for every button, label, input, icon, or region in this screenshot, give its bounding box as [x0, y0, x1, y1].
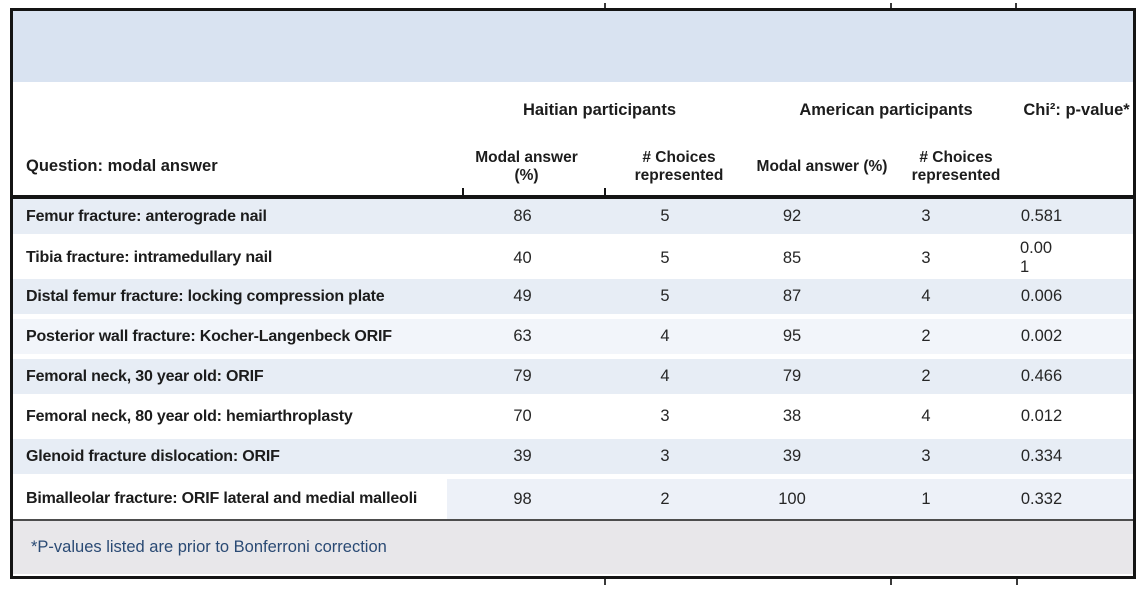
- column-tick: [462, 188, 464, 197]
- haitian-choices-cell: 5: [660, 287, 670, 305]
- footnote-separator-rule: [13, 519, 1133, 521]
- american-choices-cell: 3: [921, 248, 931, 267]
- american-modal-cell: 79: [782, 367, 802, 385]
- haitian-choices-cell: 5: [660, 248, 670, 267]
- column-tick: [1015, 3, 1017, 9]
- american-modal-cell: 38: [782, 407, 802, 425]
- table-body: Femur fracture: anterograde nail 86 5 92…: [13, 199, 1133, 519]
- haitian-modal-cell: 86: [513, 207, 532, 225]
- column-tick: [604, 3, 606, 9]
- american-modal-cell: 95: [782, 327, 802, 345]
- table-row: Femur fracture: anterograde nail 86 5 92…: [13, 199, 1133, 239]
- p-value-cell: 0.332: [1020, 489, 1063, 508]
- american-choices-cell: 3: [921, 447, 931, 465]
- p-value-cell: 0.002: [1020, 327, 1063, 345]
- footnote-band: *P-values listed are prior to Bonferroni…: [13, 521, 1133, 574]
- question-cell: Bimalleolar fracture: ORIF lateral and m…: [13, 479, 447, 519]
- table-row: Femoral neck, 30 year old: ORIF 79 4 79 …: [13, 359, 1133, 399]
- table-row: Distal femur fracture: locking compressi…: [13, 279, 1133, 319]
- american-choices-cell: 2: [921, 327, 931, 345]
- header-question: Question: modal answer: [26, 157, 218, 176]
- question-cell: Tibia fracture: intramedullary nail: [26, 249, 273, 266]
- haitian-modal-cell: 39: [513, 447, 532, 465]
- group-header-haitian: Haitian participants: [522, 100, 677, 119]
- haitian-modal-cell: 49: [513, 287, 532, 305]
- question-cell: Femur fracture: anterograde nail: [26, 207, 267, 225]
- american-modal-cell: 87: [782, 287, 802, 305]
- haitian-choices-cell: 3: [660, 447, 670, 465]
- column-tick: [890, 579, 892, 585]
- group-header-row: Haitian participants American participan…: [13, 82, 1133, 138]
- american-modal-cell: 39: [782, 447, 802, 465]
- header-haitian-modal: Modal answer (%): [475, 148, 578, 184]
- group-header-american: American participants: [799, 100, 973, 119]
- column-tick: [604, 188, 606, 197]
- sub-header-row: Question: modal answer Modal answer (%) …: [13, 138, 1133, 195]
- table-row: Bimalleolar fracture: ORIF lateral and m…: [13, 479, 1133, 519]
- header-haitian-choices: # Choices represented: [634, 148, 724, 184]
- american-choices-cell: 4: [921, 407, 931, 425]
- haitian-modal-cell: 40: [513, 248, 532, 267]
- table-row: Glenoid fracture dislocation: ORIF 39 3 …: [13, 439, 1133, 479]
- haitian-choices-cell: 5: [660, 207, 670, 225]
- haitian-modal-cell: 79: [513, 367, 532, 385]
- header-separator-rule: [13, 195, 1133, 199]
- p-value-cell: 0.334: [1020, 447, 1063, 465]
- american-choices-cell: 3: [921, 207, 931, 225]
- p-value-cell: 0.006: [1020, 287, 1063, 305]
- table-row: Femoral neck, 80 year old: hemiarthropla…: [13, 399, 1133, 439]
- american-modal-cell: 85: [782, 248, 802, 267]
- table-row: Tibia fracture: intramedullary nail 40 5…: [13, 239, 1133, 279]
- header-american-modal: Modal answer (%): [756, 157, 888, 175]
- column-tick: [604, 579, 606, 585]
- american-choices-cell: 2: [921, 367, 931, 385]
- column-tick: [890, 3, 892, 9]
- haitian-modal-cell: 63: [513, 327, 532, 345]
- header-american-choices: # Choices represented: [911, 148, 1001, 184]
- american-modal-cell: 100: [778, 489, 806, 508]
- footnote-text: *P-values listed are prior to Bonferroni…: [31, 538, 387, 556]
- column-tick: [1016, 579, 1018, 585]
- p-value-cell: 0.00 1: [1020, 239, 1053, 276]
- table-row: Posterior wall fracture: Kocher-Langenbe…: [13, 319, 1133, 359]
- haitian-choices-cell: 4: [660, 367, 670, 385]
- haitian-choices-cell: 3: [660, 407, 670, 425]
- question-cell: Posterior wall fracture: Kocher-Langenbe…: [26, 327, 392, 345]
- question-cell: Femoral neck, 30 year old: ORIF: [26, 367, 264, 385]
- question-cell: Glenoid fracture dislocation: ORIF: [26, 447, 280, 465]
- american-choices-cell: 1: [921, 489, 931, 508]
- haitian-modal-cell: 98: [513, 489, 532, 508]
- haitian-modal-cell: 70: [513, 407, 532, 425]
- american-choices-cell: 4: [921, 287, 931, 305]
- table-title-band: [13, 11, 1133, 82]
- question-cell: Femoral neck, 80 year old: hemiarthropla…: [26, 407, 353, 425]
- table-frame: Haitian participants American participan…: [10, 8, 1136, 579]
- american-modal-cell: 92: [782, 207, 802, 225]
- question-cell: Distal femur fracture: locking compressi…: [26, 287, 385, 305]
- haitian-choices-cell: 4: [660, 327, 670, 345]
- p-value-cell: 0.581: [1020, 207, 1063, 225]
- p-value-cell: 0.466: [1020, 367, 1063, 385]
- p-value-cell: 0.012: [1020, 407, 1063, 425]
- haitian-choices-cell: 2: [660, 489, 670, 508]
- group-header-chi-pvalue: Chi²: p-value*: [1023, 100, 1130, 119]
